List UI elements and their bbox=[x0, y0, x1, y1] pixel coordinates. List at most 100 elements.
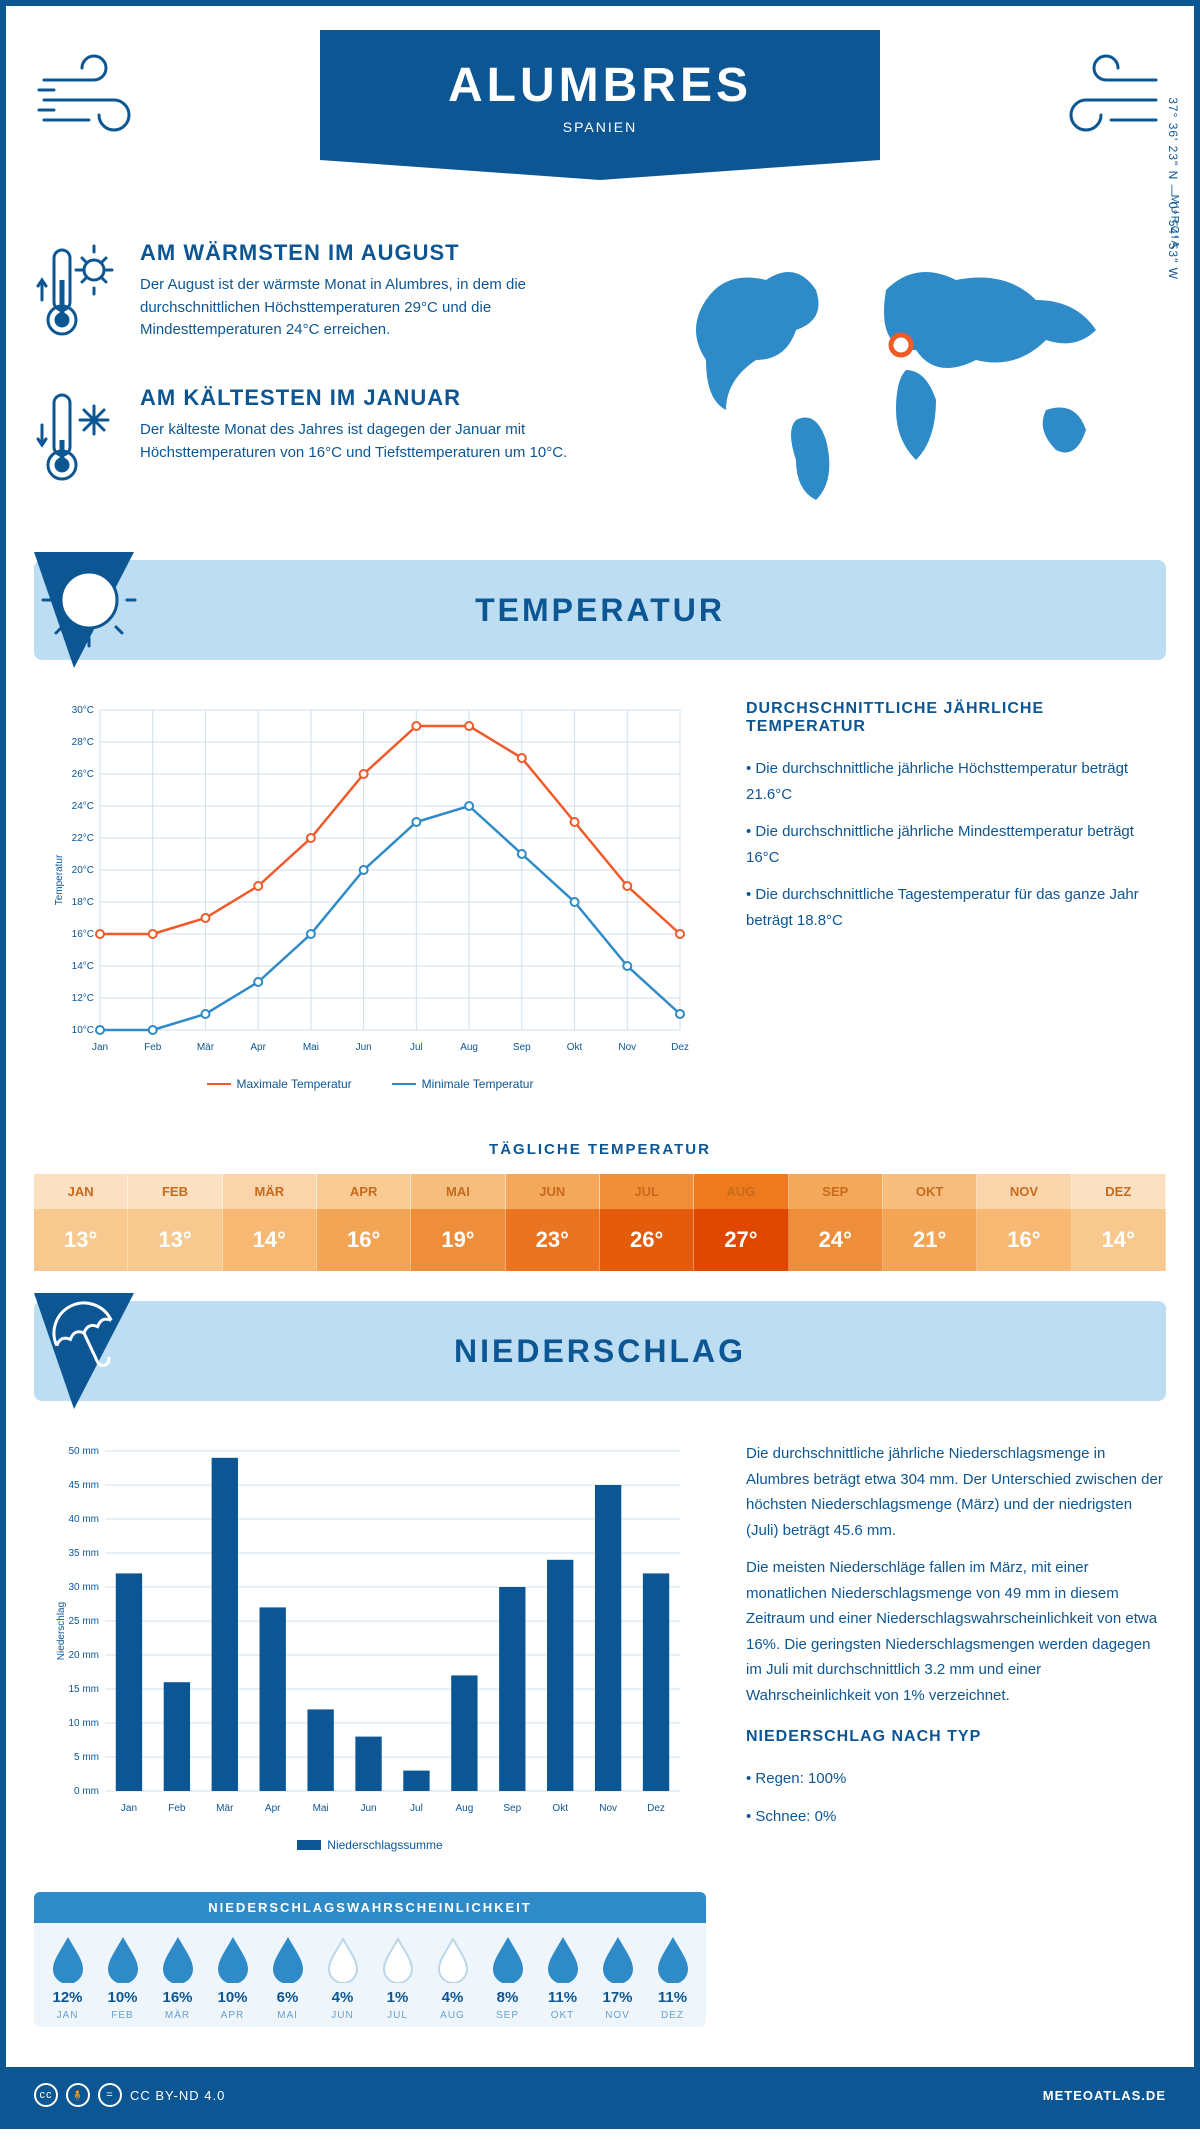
precip-type-line: • Regen: 100% bbox=[746, 1766, 1166, 1792]
daily-temp-cell: DEZ14° bbox=[1072, 1174, 1166, 1271]
thermometer-hot-icon bbox=[34, 240, 124, 355]
svg-text:35 mm: 35 mm bbox=[68, 1548, 99, 1559]
svg-text:24°C: 24°C bbox=[72, 801, 94, 812]
drop-icon bbox=[160, 1937, 196, 1983]
daily-temp-cell: JUN23° bbox=[506, 1174, 600, 1271]
license-text: CC BY-ND 4.0 bbox=[130, 2088, 225, 2103]
drop-icon bbox=[325, 1937, 361, 1983]
precip-prob-cell: 11%OKT bbox=[535, 1937, 590, 2021]
svg-text:22°C: 22°C bbox=[72, 833, 94, 844]
temperature-banner: TEMPERATUR bbox=[34, 560, 1166, 660]
cc-icon: cc bbox=[34, 2083, 58, 2107]
precip-prob-cell: 10%APR bbox=[205, 1937, 260, 2021]
daily-temp-cell: APR16° bbox=[317, 1174, 411, 1271]
temperature-title: TEMPERATUR bbox=[475, 592, 725, 629]
precipitation-chart: 0 mm5 mm10 mm15 mm20 mm25 mm30 mm35 mm40… bbox=[34, 1441, 706, 2027]
license: cc 🧍 = CC BY-ND 4.0 bbox=[34, 2083, 225, 2107]
daily-temp-table: JAN13°FEB13°MÄR14°APR16°MAI19°JUN23°JUL2… bbox=[34, 1174, 1166, 1271]
svg-text:Aug: Aug bbox=[460, 1042, 478, 1053]
temperature-chart: 10°C12°C14°C16°C18°C20°C22°C24°C26°C28°C… bbox=[34, 700, 706, 1091]
svg-text:Mai: Mai bbox=[313, 1803, 329, 1814]
sun-icon bbox=[34, 552, 154, 668]
precip-type-line: • Schnee: 0% bbox=[746, 1804, 1166, 1830]
svg-text:Apr: Apr bbox=[250, 1042, 266, 1053]
daily-temp-cell: FEB13° bbox=[128, 1174, 222, 1271]
temperature-stats: DURCHSCHNITTLICHE JÄHRLICHE TEMPERATUR •… bbox=[746, 700, 1166, 1091]
svg-text:45 mm: 45 mm bbox=[68, 1480, 99, 1491]
svg-text:Feb: Feb bbox=[168, 1803, 186, 1814]
precip-prob-cell: 12%JAN bbox=[40, 1937, 95, 2021]
svg-text:Nov: Nov bbox=[599, 1803, 617, 1814]
svg-text:Jul: Jul bbox=[410, 1803, 423, 1814]
precip-prob-cell: 8%SEP bbox=[480, 1937, 535, 2021]
svg-text:20 mm: 20 mm bbox=[68, 1650, 99, 1661]
svg-text:Temperatur: Temperatur bbox=[54, 854, 65, 905]
svg-text:Aug: Aug bbox=[455, 1803, 473, 1814]
site-name: METEOATLAS.DE bbox=[1043, 2088, 1166, 2103]
svg-text:Okt: Okt bbox=[567, 1042, 583, 1053]
header: ALUMBRES SPANIEN bbox=[34, 30, 1166, 210]
svg-text:Jan: Jan bbox=[121, 1803, 137, 1814]
precip-text-2: Die meisten Niederschläge fallen im März… bbox=[746, 1555, 1166, 1708]
svg-text:Apr: Apr bbox=[265, 1803, 281, 1814]
daily-temp-cell: MAI19° bbox=[411, 1174, 505, 1271]
precip-prob-cell: 6%MAI bbox=[260, 1937, 315, 2021]
svg-text:40 mm: 40 mm bbox=[68, 1514, 99, 1525]
svg-text:Niederschlag: Niederschlag bbox=[56, 1602, 67, 1660]
svg-text:14°C: 14°C bbox=[72, 961, 94, 972]
temp-stat-line: • Die durchschnittliche jährliche Mindes… bbox=[746, 819, 1166, 870]
temp-stats-title: DURCHSCHNITTLICHE JÄHRLICHE TEMPERATUR bbox=[746, 700, 1166, 736]
drop-icon bbox=[655, 1937, 691, 1983]
precip-text-1: Die durchschnittliche jährliche Niedersc… bbox=[746, 1441, 1166, 1543]
svg-text:30°C: 30°C bbox=[72, 705, 94, 716]
footer: cc 🧍 = CC BY-ND 4.0 METEOATLAS.DE bbox=[6, 2067, 1194, 2123]
drop-icon bbox=[490, 1937, 526, 1983]
world-map: MURCIA 37° 36' 23" N — 0° 54' 53" W bbox=[666, 240, 1166, 530]
coldest-text: Der kälteste Monat des Jahres ist dagege… bbox=[140, 419, 636, 464]
precip-prob-cell: 4%JUN bbox=[315, 1937, 370, 2021]
city-name: ALUMBRES bbox=[320, 58, 880, 113]
precip-prob-cell: 16%MÄR bbox=[150, 1937, 205, 2021]
svg-text:Mär: Mär bbox=[197, 1042, 215, 1053]
svg-text:50 mm: 50 mm bbox=[68, 1446, 99, 1457]
svg-text:Sep: Sep bbox=[513, 1042, 531, 1053]
svg-text:28°C: 28°C bbox=[72, 737, 94, 748]
precip-text: Die durchschnittliche jährliche Niedersc… bbox=[746, 1441, 1166, 2027]
precip-probability: NIEDERSCHLAGSWAHRSCHEINLICHKEIT 12%JAN10… bbox=[34, 1892, 706, 2027]
country-name: SPANIEN bbox=[320, 119, 880, 135]
info-row: AM WÄRMSTEN IM AUGUST Der August ist der… bbox=[34, 240, 1166, 530]
svg-text:25 mm: 25 mm bbox=[68, 1616, 99, 1627]
umbrella-icon bbox=[34, 1293, 154, 1409]
daily-temp-cell: JUL26° bbox=[600, 1174, 694, 1271]
daily-temp-cell: MÄR14° bbox=[223, 1174, 317, 1271]
svg-text:Jul: Jul bbox=[410, 1042, 423, 1053]
temp-stat-line: • Die durchschnittliche jährliche Höchst… bbox=[746, 756, 1166, 807]
svg-text:Jun: Jun bbox=[360, 1803, 376, 1814]
precip-prob-cell: 17%NOV bbox=[590, 1937, 645, 2021]
daily-temp-cell: NOV16° bbox=[977, 1174, 1071, 1271]
wind-icon bbox=[1036, 50, 1166, 150]
precip-prob-cell: 11%DEZ bbox=[645, 1937, 700, 2021]
precipitation-title: NIEDERSCHLAG bbox=[454, 1333, 746, 1370]
svg-text:15 mm: 15 mm bbox=[68, 1684, 99, 1695]
svg-text:Mär: Mär bbox=[216, 1803, 234, 1814]
daily-temp-cell: SEP24° bbox=[789, 1174, 883, 1271]
svg-text:10 mm: 10 mm bbox=[68, 1718, 99, 1729]
drop-icon bbox=[545, 1937, 581, 1983]
daily-temp-title: TÄGLICHE TEMPERATUR bbox=[34, 1141, 1166, 1158]
svg-text:20°C: 20°C bbox=[72, 865, 94, 876]
precip-prob-cell: 1%JUL bbox=[370, 1937, 425, 2021]
temp-stat-line: • Die durchschnittliche Tagestemperatur … bbox=[746, 882, 1166, 933]
drop-icon bbox=[270, 1937, 306, 1983]
warmest-text: Der August ist der wärmste Monat in Alum… bbox=[140, 274, 636, 342]
svg-text:5 mm: 5 mm bbox=[74, 1752, 99, 1763]
drop-icon bbox=[380, 1937, 416, 1983]
drop-icon bbox=[105, 1937, 141, 1983]
svg-text:Nov: Nov bbox=[618, 1042, 636, 1053]
precip-prob-cell: 4%AUG bbox=[425, 1937, 480, 2021]
svg-text:Jun: Jun bbox=[356, 1042, 372, 1053]
daily-temp-cell: OKT21° bbox=[883, 1174, 977, 1271]
svg-text:18°C: 18°C bbox=[72, 897, 94, 908]
precip-legend: Niederschlagssumme bbox=[34, 1838, 706, 1852]
svg-text:0 mm: 0 mm bbox=[74, 1786, 99, 1797]
